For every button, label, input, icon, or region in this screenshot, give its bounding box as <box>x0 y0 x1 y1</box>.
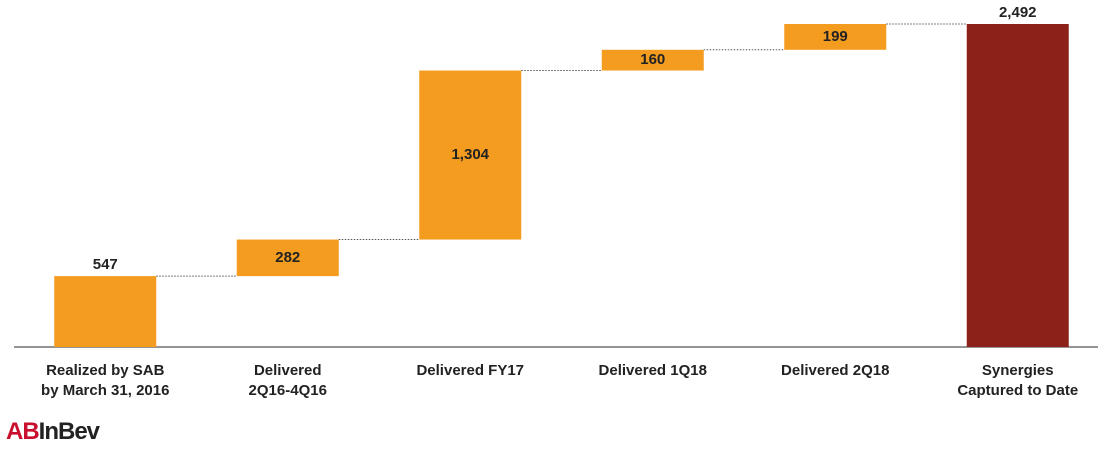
logo-inbev: InBev <box>38 418 100 445</box>
x-tick-label: Realized by SAB by March 31, 2016 <box>41 362 170 399</box>
bar <box>966 24 1069 347</box>
x-tick-label: Delivered 2Q18 <box>781 362 890 379</box>
x-tick-label: Delivered 1Q18 <box>598 362 707 379</box>
bar <box>784 24 887 50</box>
x-tick-label: Delivered FY17 <box>416 362 525 379</box>
value-label: 1,304 <box>451 146 489 163</box>
chart: 547 282 1,304 160 199 2,492 <box>14 4 1098 348</box>
logo-ab: AB <box>6 418 40 445</box>
value-label: 160 <box>640 51 665 68</box>
bar <box>601 49 704 71</box>
value-label: 282 <box>275 249 300 266</box>
bar <box>419 70 522 240</box>
bar <box>54 276 157 347</box>
value-label: 2,492 <box>999 4 1037 21</box>
bar <box>236 239 339 277</box>
logo: ABInBev <box>6 418 100 446</box>
value-label: 199 <box>823 28 848 45</box>
x-tick-label: Synergies Captured to Date <box>957 362 1079 399</box>
value-label: 547 <box>93 256 118 273</box>
x-tick-label: Delivered 2Q16-4Q16 <box>248 362 327 399</box>
